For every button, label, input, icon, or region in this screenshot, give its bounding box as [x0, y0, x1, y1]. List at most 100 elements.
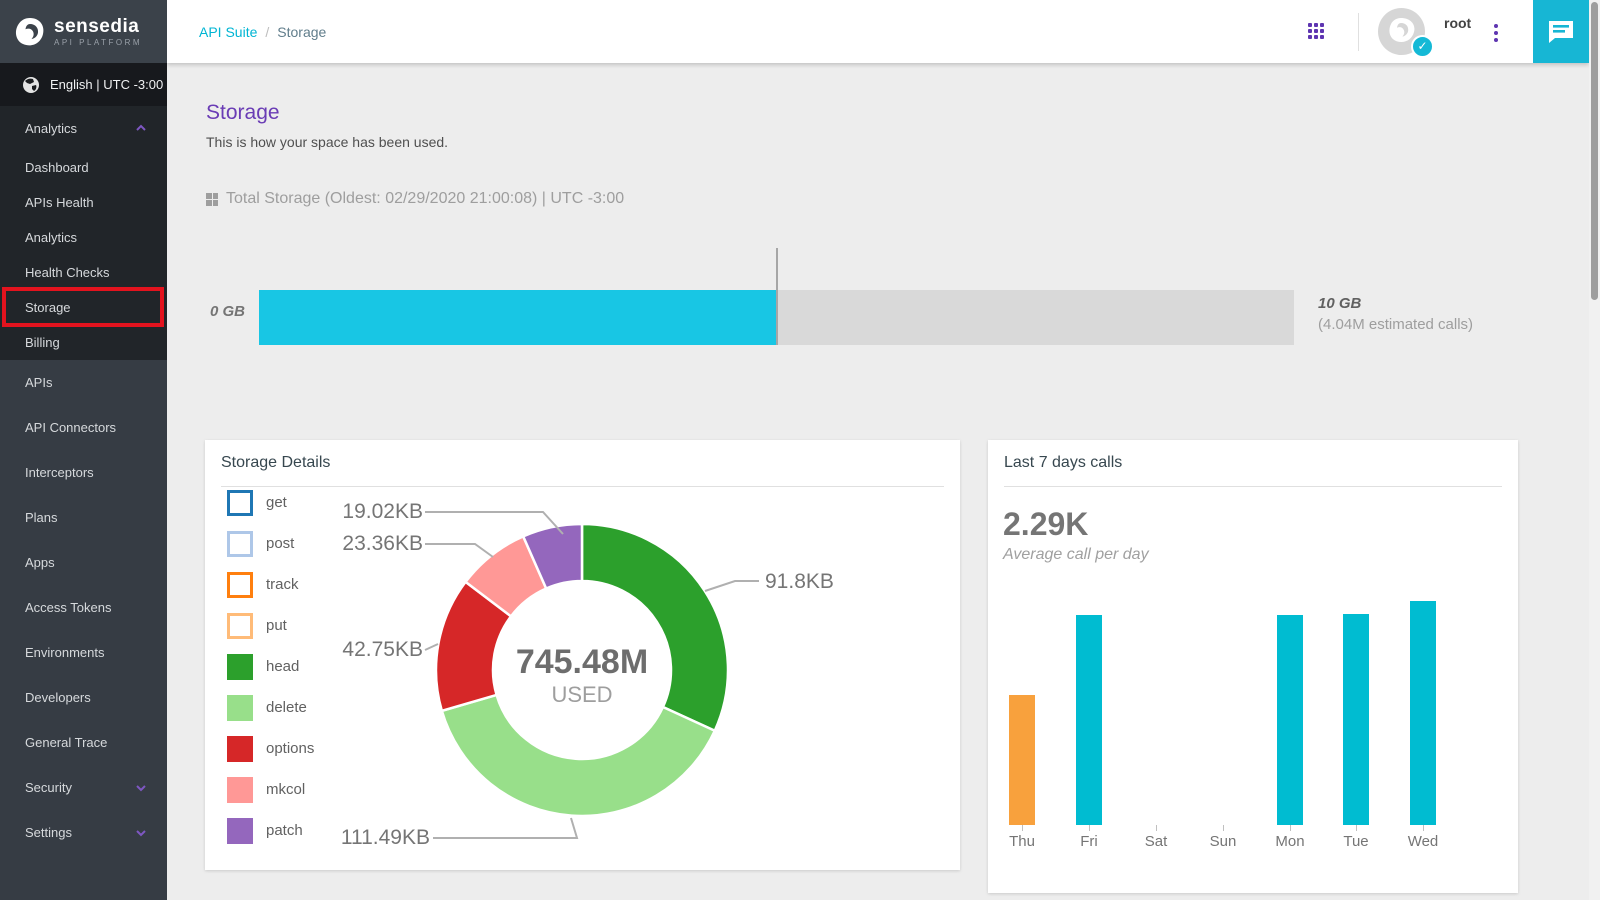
- legend-item-mkcol[interactable]: mkcol: [227, 769, 357, 810]
- legend-item-patch[interactable]: patch: [227, 810, 357, 851]
- page-title: Storage: [206, 101, 280, 124]
- language-selector[interactable]: English | UTC -3:00: [0, 63, 167, 106]
- breadcrumb-current: Storage: [277, 24, 327, 40]
- legend-label-put: put: [266, 617, 287, 634]
- bar-fri: [1076, 615, 1102, 825]
- calls-card-title: Last 7 days calls: [1004, 454, 1123, 471]
- legend-item-put[interactable]: put: [227, 605, 357, 646]
- donut-center-value: 745.48M: [515, 643, 649, 681]
- sidebar-item-storage[interactable]: Storage: [25, 300, 71, 315]
- chat-button[interactable]: [1533, 0, 1589, 63]
- sidebar-item-label: Settings: [25, 825, 72, 840]
- user-name: root: [1444, 15, 1472, 31]
- legend-swatch-patch: [227, 817, 253, 844]
- sidebar-item-security[interactable]: Security: [0, 765, 167, 810]
- legend-swatch-delete: [227, 694, 253, 721]
- axis-tick-sat: [1156, 825, 1157, 831]
- chevron-up-icon: [136, 124, 146, 131]
- legend-label-track: track: [266, 576, 299, 593]
- average-calls-label: Average call per day: [1003, 546, 1149, 563]
- page-scrollbar: [1589, 0, 1600, 900]
- legend-item-track[interactable]: track: [227, 564, 357, 605]
- main-content: Storage This is how your space has been …: [167, 63, 1589, 900]
- avatar-logo-icon: [1389, 18, 1415, 42]
- storage-usage-marker: [776, 248, 778, 345]
- page-subtitle: This is how your space has been used.: [206, 134, 449, 150]
- sidebar-item-apis[interactable]: APIs: [0, 360, 167, 405]
- donut-slice-head: [580, 522, 730, 733]
- donut-slice-delete: [440, 693, 717, 818]
- sidebar-item-environments[interactable]: Environments: [0, 630, 167, 675]
- sidebar-item-billing[interactable]: Billing: [25, 335, 60, 350]
- legend-item-post[interactable]: post: [227, 523, 357, 564]
- legend-item-get[interactable]: get: [227, 487, 357, 523]
- sidebar-item-general-trace[interactable]: General Trace: [0, 720, 167, 765]
- legend-swatch-get: [227, 489, 253, 516]
- chevron-down-icon: [136, 829, 146, 836]
- axis-label-tue: Tue: [1343, 833, 1369, 850]
- total-storage-heading: Total Storage (Oldest: 02/29/2020 21:00:…: [206, 190, 624, 208]
- legend-swatch-put: [227, 612, 253, 639]
- last-7-days-calls-card: Last 7 days calls 2.29K Average call per…: [988, 440, 1518, 893]
- calls-bar-chart: Thu Fri Sat Sun Mon Tue Wed: [988, 440, 1518, 893]
- legend-label-post: post: [266, 535, 295, 552]
- storage-max-label: 10 GB: [1318, 295, 1362, 312]
- sidebar-item-access-tokens[interactable]: Access Tokens: [0, 585, 167, 630]
- legend-swatch-post: [227, 530, 253, 557]
- bar-thu: [1009, 695, 1035, 825]
- callout-patch: 19.02KB: [342, 500, 423, 523]
- kebab-menu-icon[interactable]: [1494, 24, 1498, 45]
- bar-mon: [1277, 615, 1303, 825]
- legend-swatch-mkcol: [227, 776, 253, 803]
- callout-mkcol: 23.36KB: [342, 532, 423, 555]
- axis-tick-mon: [1290, 825, 1291, 831]
- legend-swatch-head: [227, 653, 253, 680]
- storage-details-card: Storage Details get post track put head delet…: [205, 440, 960, 870]
- brand-subtitle: API PLATFORM: [54, 37, 143, 47]
- sidebar-item-health-checks[interactable]: Health Checks: [25, 265, 110, 280]
- sidebar-item-dashboard[interactable]: Dashboard: [25, 160, 89, 175]
- sidebar-item-analytics-parent[interactable]: Analytics: [0, 106, 167, 150]
- breadcrumb: API Suite / Storage: [199, 24, 326, 40]
- total-storage-label: Total Storage (Oldest: 02/29/2020 21:00:…: [226, 190, 625, 207]
- chat-bubble-icon: [1549, 20, 1573, 43]
- sidebar-item-developers[interactable]: Developers: [0, 675, 167, 720]
- axis-label-thu: Thu: [1009, 833, 1035, 850]
- bar-tue: [1343, 614, 1369, 825]
- axis-label-fri: Fri: [1080, 833, 1098, 850]
- donut-chart: [424, 511, 759, 839]
- axis-tick-tue: [1356, 825, 1357, 831]
- sidebar-item-api-connectors[interactable]: API Connectors: [0, 405, 167, 450]
- apps-grid-icon[interactable]: [1308, 23, 1324, 39]
- header-divider: [1358, 13, 1359, 51]
- sidebar-item-apis-health[interactable]: APIs Health: [25, 195, 94, 210]
- card-divider: [221, 486, 944, 487]
- sidebar-item-label: Security: [25, 780, 72, 795]
- sidebar-item-settings[interactable]: Settings: [0, 810, 167, 855]
- sidebar-item-apps[interactable]: Apps: [0, 540, 167, 585]
- breadcrumb-separator: /: [265, 24, 270, 40]
- chevron-down-icon: [136, 784, 146, 791]
- sidebar-item-plans[interactable]: Plans: [0, 495, 167, 540]
- globe-icon: [23, 76, 39, 93]
- legend-item-delete[interactable]: delete: [227, 687, 357, 728]
- scrollbar-thumb[interactable]: [1591, 2, 1598, 300]
- callout-head: 91.8KB: [765, 570, 834, 593]
- callout-options: 42.75KB: [342, 638, 423, 661]
- legend-item-options[interactable]: options: [227, 728, 357, 769]
- callout-delete: 111.49KB: [340, 826, 430, 849]
- bar-wed: [1410, 601, 1436, 825]
- brand-name: sensedia: [54, 15, 140, 37]
- legend-label-head: head: [266, 658, 300, 675]
- sidebar-item-analytics[interactable]: Analytics: [25, 230, 78, 245]
- legend-label-get: get: [266, 494, 287, 511]
- sidebar-item-interceptors[interactable]: Interceptors: [0, 450, 167, 495]
- legend-label-delete: delete: [266, 699, 307, 716]
- breadcrumb-api-suite[interactable]: API Suite: [199, 24, 258, 40]
- axis-tick-fri: [1089, 825, 1090, 831]
- axis-label-mon: Mon: [1275, 833, 1305, 850]
- sidebar: sensedia API PLATFORM English | UTC -3:0…: [0, 0, 167, 900]
- sensedia-logo: sensedia API PLATFORM: [0, 0, 167, 63]
- storage-min-label: 0 GB: [209, 303, 245, 320]
- legend-item-head[interactable]: head: [227, 646, 357, 687]
